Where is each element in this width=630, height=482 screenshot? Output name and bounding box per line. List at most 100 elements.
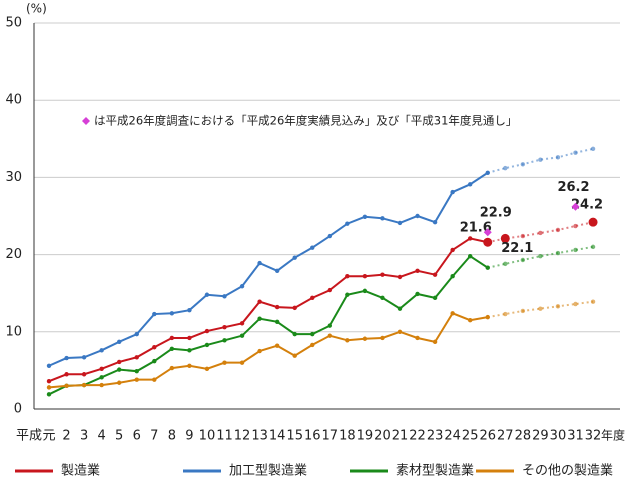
point bbox=[117, 367, 122, 372]
point bbox=[310, 331, 315, 337]
legend-label: 加工型製造業 bbox=[229, 463, 307, 479]
point bbox=[397, 306, 403, 311]
point bbox=[538, 253, 543, 259]
point bbox=[169, 365, 175, 371]
point bbox=[573, 150, 578, 155]
point bbox=[327, 233, 332, 239]
series-line bbox=[48, 254, 489, 396]
point bbox=[362, 336, 368, 341]
point bbox=[99, 366, 104, 372]
point bbox=[432, 272, 438, 277]
legend-label: 素材型製造業 bbox=[396, 463, 474, 479]
point bbox=[222, 338, 227, 343]
point bbox=[345, 338, 350, 343]
point bbox=[555, 227, 561, 233]
point bbox=[468, 236, 473, 241]
x-tick-label: 21 bbox=[392, 429, 409, 444]
x-tick-label: 24 bbox=[444, 429, 461, 444]
point bbox=[46, 385, 52, 390]
estimate-note: は平成26年度調査における「平成26年度実績見込み」及び「平成31年度見通し」 bbox=[94, 114, 517, 128]
x-tick-label: 5 bbox=[115, 429, 123, 444]
point bbox=[450, 189, 455, 195]
point bbox=[257, 260, 262, 266]
point bbox=[380, 272, 385, 277]
point bbox=[292, 331, 297, 337]
point bbox=[327, 323, 332, 328]
x-tick-label: 26 bbox=[479, 429, 496, 444]
point bbox=[362, 288, 368, 294]
point bbox=[468, 318, 473, 323]
point bbox=[450, 274, 455, 279]
x-tick-label: 30 bbox=[550, 429, 567, 444]
point bbox=[187, 363, 192, 368]
x-tick-label: 12 bbox=[234, 429, 251, 444]
point bbox=[362, 214, 368, 219]
point bbox=[310, 295, 315, 301]
x-tick-label: 16 bbox=[304, 429, 321, 444]
x-tick-label: 13 bbox=[251, 429, 268, 444]
point bbox=[397, 329, 403, 334]
point bbox=[274, 343, 280, 348]
x-tick-label: 11 bbox=[216, 429, 233, 444]
point bbox=[222, 324, 227, 330]
point bbox=[257, 299, 262, 304]
x-tick-label: 27 bbox=[497, 429, 514, 444]
series-line bbox=[48, 171, 489, 367]
x-tick-label: 9 bbox=[185, 429, 193, 444]
estimate-label: 26.2 bbox=[557, 180, 589, 195]
point bbox=[46, 392, 52, 397]
point bbox=[362, 274, 368, 279]
point bbox=[588, 217, 598, 227]
point bbox=[468, 253, 473, 259]
point bbox=[485, 265, 490, 270]
point bbox=[520, 162, 526, 167]
data-label: 21.6 bbox=[460, 221, 492, 236]
point bbox=[117, 380, 122, 385]
point bbox=[239, 321, 245, 326]
point bbox=[468, 182, 473, 187]
point bbox=[538, 157, 543, 162]
point bbox=[134, 368, 139, 374]
x-tick-label: 10 bbox=[199, 429, 216, 444]
y-tick-label: 40 bbox=[5, 93, 22, 108]
x-tick-label: 31 bbox=[567, 429, 584, 444]
point bbox=[310, 245, 315, 250]
point bbox=[415, 268, 420, 274]
y-tick-label: 0 bbox=[14, 402, 22, 417]
y-tick-label: 30 bbox=[5, 170, 22, 185]
point bbox=[222, 294, 227, 299]
point bbox=[239, 333, 245, 338]
point bbox=[380, 335, 385, 341]
legend-label: その他の製造業 bbox=[522, 463, 613, 479]
point bbox=[274, 268, 280, 274]
point bbox=[432, 339, 438, 345]
point bbox=[204, 366, 210, 372]
x-tick-label: 32 bbox=[585, 429, 602, 444]
x-tick-label: 2 bbox=[62, 429, 70, 444]
x-tick-label: 18 bbox=[339, 429, 356, 444]
point bbox=[345, 221, 350, 226]
point bbox=[555, 155, 561, 160]
point bbox=[538, 230, 543, 236]
x-tick-label: 元 bbox=[42, 429, 55, 444]
point bbox=[117, 359, 122, 365]
point bbox=[573, 223, 578, 229]
x-tick-label: 7 bbox=[150, 429, 158, 444]
point bbox=[397, 274, 403, 280]
point bbox=[483, 237, 493, 247]
point bbox=[222, 360, 227, 365]
point bbox=[485, 314, 490, 320]
point bbox=[327, 333, 332, 338]
point bbox=[450, 247, 455, 253]
point bbox=[99, 382, 104, 388]
x-prefix: 平成 bbox=[16, 429, 42, 444]
series-line bbox=[48, 312, 488, 389]
point bbox=[204, 328, 210, 334]
point bbox=[500, 233, 510, 243]
point bbox=[292, 255, 297, 260]
point bbox=[257, 348, 262, 354]
point bbox=[415, 213, 420, 219]
point bbox=[169, 346, 175, 351]
point bbox=[590, 146, 596, 152]
